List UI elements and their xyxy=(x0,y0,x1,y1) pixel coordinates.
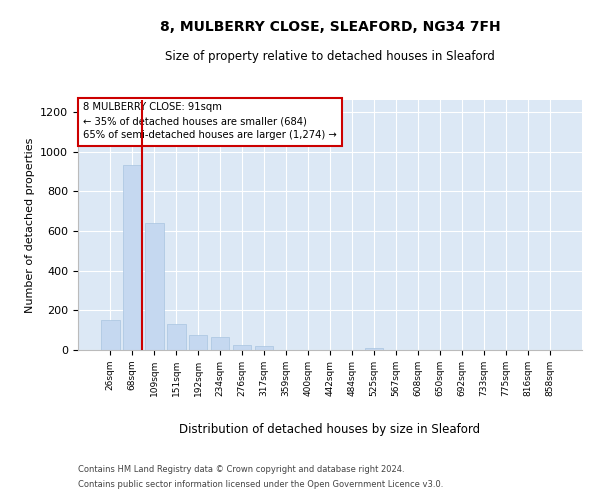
Text: Size of property relative to detached houses in Sleaford: Size of property relative to detached ho… xyxy=(165,50,495,63)
Bar xyxy=(211,337,229,350)
Bar xyxy=(145,223,164,350)
Bar xyxy=(255,346,274,350)
Bar xyxy=(189,335,208,350)
Text: Distribution of detached houses by size in Sleaford: Distribution of detached houses by size … xyxy=(179,422,481,436)
Bar xyxy=(365,348,383,350)
Text: Contains public sector information licensed under the Open Government Licence v3: Contains public sector information licen… xyxy=(78,480,443,489)
Y-axis label: Number of detached properties: Number of detached properties xyxy=(25,138,35,312)
Text: 8 MULBERRY CLOSE: 91sqm
← 35% of detached houses are smaller (684)
65% of semi-d: 8 MULBERRY CLOSE: 91sqm ← 35% of detache… xyxy=(83,102,337,141)
Bar xyxy=(167,324,185,350)
Bar xyxy=(101,320,119,350)
Bar xyxy=(123,166,142,350)
Text: 8, MULBERRY CLOSE, SLEAFORD, NG34 7FH: 8, MULBERRY CLOSE, SLEAFORD, NG34 7FH xyxy=(160,20,500,34)
Bar xyxy=(233,345,251,350)
Text: Contains HM Land Registry data © Crown copyright and database right 2024.: Contains HM Land Registry data © Crown c… xyxy=(78,465,404,474)
